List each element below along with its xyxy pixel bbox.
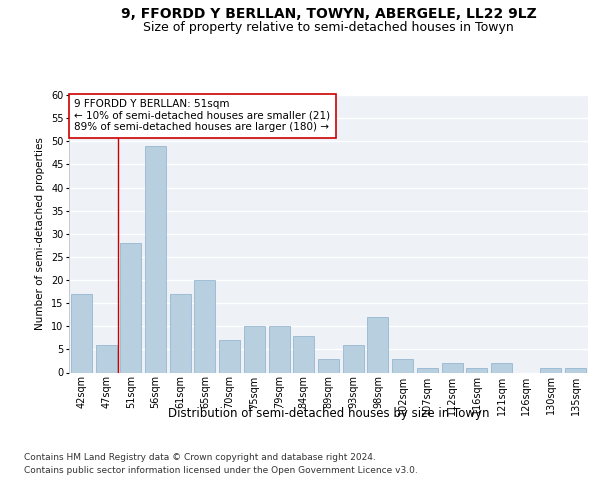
Bar bbox=[491, 363, 512, 372]
Bar bbox=[145, 146, 166, 372]
Bar bbox=[565, 368, 586, 372]
Bar bbox=[194, 280, 215, 372]
Bar bbox=[442, 363, 463, 372]
Bar bbox=[219, 340, 240, 372]
Text: Distribution of semi-detached houses by size in Towyn: Distribution of semi-detached houses by … bbox=[168, 408, 490, 420]
Bar bbox=[417, 368, 438, 372]
Text: Size of property relative to semi-detached houses in Towyn: Size of property relative to semi-detach… bbox=[143, 21, 514, 34]
Bar bbox=[367, 317, 388, 372]
Bar bbox=[71, 294, 92, 372]
Bar bbox=[466, 368, 487, 372]
Bar bbox=[244, 326, 265, 372]
Text: Contains public sector information licensed under the Open Government Licence v3: Contains public sector information licen… bbox=[24, 466, 418, 475]
Text: 9 FFORDD Y BERLLAN: 51sqm
← 10% of semi-detached houses are smaller (21)
89% of : 9 FFORDD Y BERLLAN: 51sqm ← 10% of semi-… bbox=[74, 99, 331, 132]
Y-axis label: Number of semi-detached properties: Number of semi-detached properties bbox=[35, 138, 46, 330]
Bar bbox=[95, 345, 116, 372]
Bar bbox=[293, 336, 314, 372]
Text: Contains HM Land Registry data © Crown copyright and database right 2024.: Contains HM Land Registry data © Crown c… bbox=[24, 452, 376, 462]
Bar bbox=[269, 326, 290, 372]
Bar bbox=[318, 358, 339, 372]
Bar bbox=[343, 345, 364, 372]
Bar bbox=[120, 243, 141, 372]
Bar bbox=[170, 294, 191, 372]
Text: 9, FFORDD Y BERLLAN, TOWYN, ABERGELE, LL22 9LZ: 9, FFORDD Y BERLLAN, TOWYN, ABERGELE, LL… bbox=[121, 8, 536, 22]
Bar bbox=[392, 358, 413, 372]
Bar bbox=[541, 368, 562, 372]
